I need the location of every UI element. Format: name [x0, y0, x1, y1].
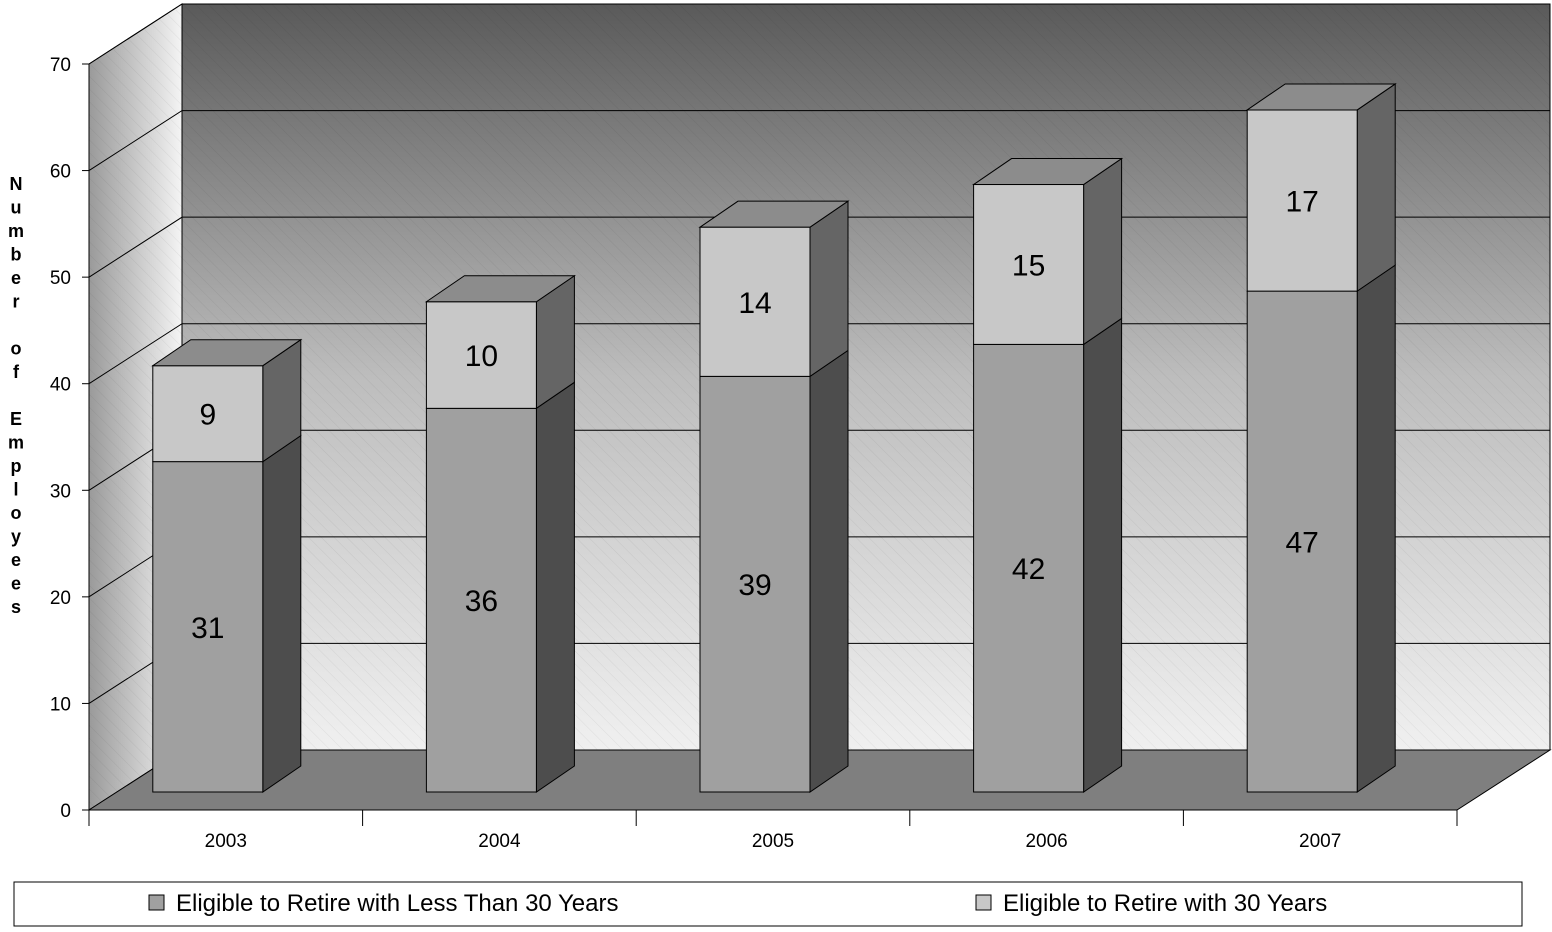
bar-1-4 — [1246, 109, 1358, 292]
y-tick-label-2: 20 — [50, 588, 71, 609]
y-label-letter: r — [12, 292, 19, 312]
legend-label-0: Eligible to Retire with Less Than 30 Yea… — [176, 890, 619, 917]
gridline-6 — [88, 110, 1550, 171]
x-tick-label-4: 2007 — [1299, 831, 1341, 852]
y-label-letter: e — [11, 574, 21, 594]
axes: 0 10 20 30 40 50 60 70 2003 2004 2005 2006 2007 — [50, 55, 1458, 852]
y-label-letter: o — [11, 339, 22, 359]
x-tick-label-2: 2005 — [752, 831, 794, 852]
data-label-0-3: 42 — [1012, 553, 1045, 586]
y-tick-label-0: 0 — [60, 801, 71, 822]
data-label-0-2: 39 — [738, 569, 771, 602]
y-tick-label-1: 10 — [50, 694, 71, 715]
data-label-1-2: 14 — [738, 287, 771, 320]
bar-side-1-2 — [809, 200, 849, 378]
y-label-letter: e — [11, 550, 21, 570]
data-label-0-4: 47 — [1286, 527, 1319, 560]
y-tick-label-5: 50 — [50, 268, 71, 289]
y-label-letter: o — [11, 503, 22, 523]
y-label-letter: p — [11, 456, 22, 476]
bar-top-1 — [424, 275, 577, 303]
data-label-1-0: 9 — [199, 399, 216, 432]
y-label-letter: f — [13, 362, 20, 382]
bar-0-0 — [152, 461, 264, 793]
x-tick-label-3: 2006 — [1025, 831, 1067, 852]
y-label-letter: s — [11, 597, 21, 617]
bar-side-1-4 — [1356, 82, 1396, 293]
bar-0-2 — [699, 375, 811, 793]
legend-swatch-0 — [148, 894, 165, 911]
y-label-letter: u — [11, 198, 22, 218]
bars: 31 9 36 10 39 14 42 15 47 17 — [151, 82, 1397, 793]
bar-side-0-2 — [809, 349, 849, 793]
bar-1-1 — [425, 301, 537, 409]
data-label-0-1: 36 — [465, 585, 498, 618]
bar-top-0 — [151, 339, 303, 367]
x-tick-label-1: 2004 — [478, 831, 521, 852]
bar-side-0-4 — [1356, 264, 1396, 793]
bar-1-2 — [699, 226, 811, 377]
y-label-letter: l — [13, 480, 18, 500]
bar-side-0-3 — [1083, 317, 1123, 793]
data-label-1-3: 15 — [1012, 249, 1045, 282]
y-label-letter: m — [8, 221, 24, 241]
gridline-7 — [88, 3, 1550, 65]
y-tick-label-6: 60 — [50, 162, 71, 183]
data-label-1-4: 17 — [1286, 186, 1319, 219]
y-label-letter: e — [11, 268, 21, 288]
legend-swatch-1 — [975, 894, 992, 911]
y-label-letter: y — [11, 527, 21, 547]
y-tick-label-4: 40 — [50, 375, 71, 396]
y-label-letter: m — [8, 433, 24, 453]
x-tick-label-0: 2003 — [205, 831, 247, 852]
y-tick-label-7: 70 — [50, 55, 71, 76]
bar-top-4 — [1245, 83, 1397, 111]
bar-side-1-3 — [1083, 157, 1123, 346]
data-label-0-0: 31 — [191, 612, 224, 645]
bar-0-3 — [973, 343, 1085, 793]
y-label-letter: N — [10, 174, 23, 194]
y-label-letter: b — [11, 245, 22, 265]
y-label-letter: E — [10, 409, 22, 429]
bar-top-2 — [698, 200, 850, 228]
bar-side-0-0 — [262, 434, 302, 793]
bar-side-0-1 — [535, 381, 575, 793]
data-label-1-1: 10 — [465, 340, 498, 373]
bar-0-4 — [1246, 290, 1358, 793]
legend-box — [13, 881, 1523, 927]
legend-label-1: Eligible to Retire with 30 Years — [1003, 890, 1327, 917]
legend: Eligible to Retire with Less Than 30 Yea… — [13, 881, 1523, 927]
y-tick-label-3: 30 — [50, 481, 71, 502]
bar-top-3 — [971, 158, 1124, 186]
bar-0-1 — [425, 407, 537, 793]
